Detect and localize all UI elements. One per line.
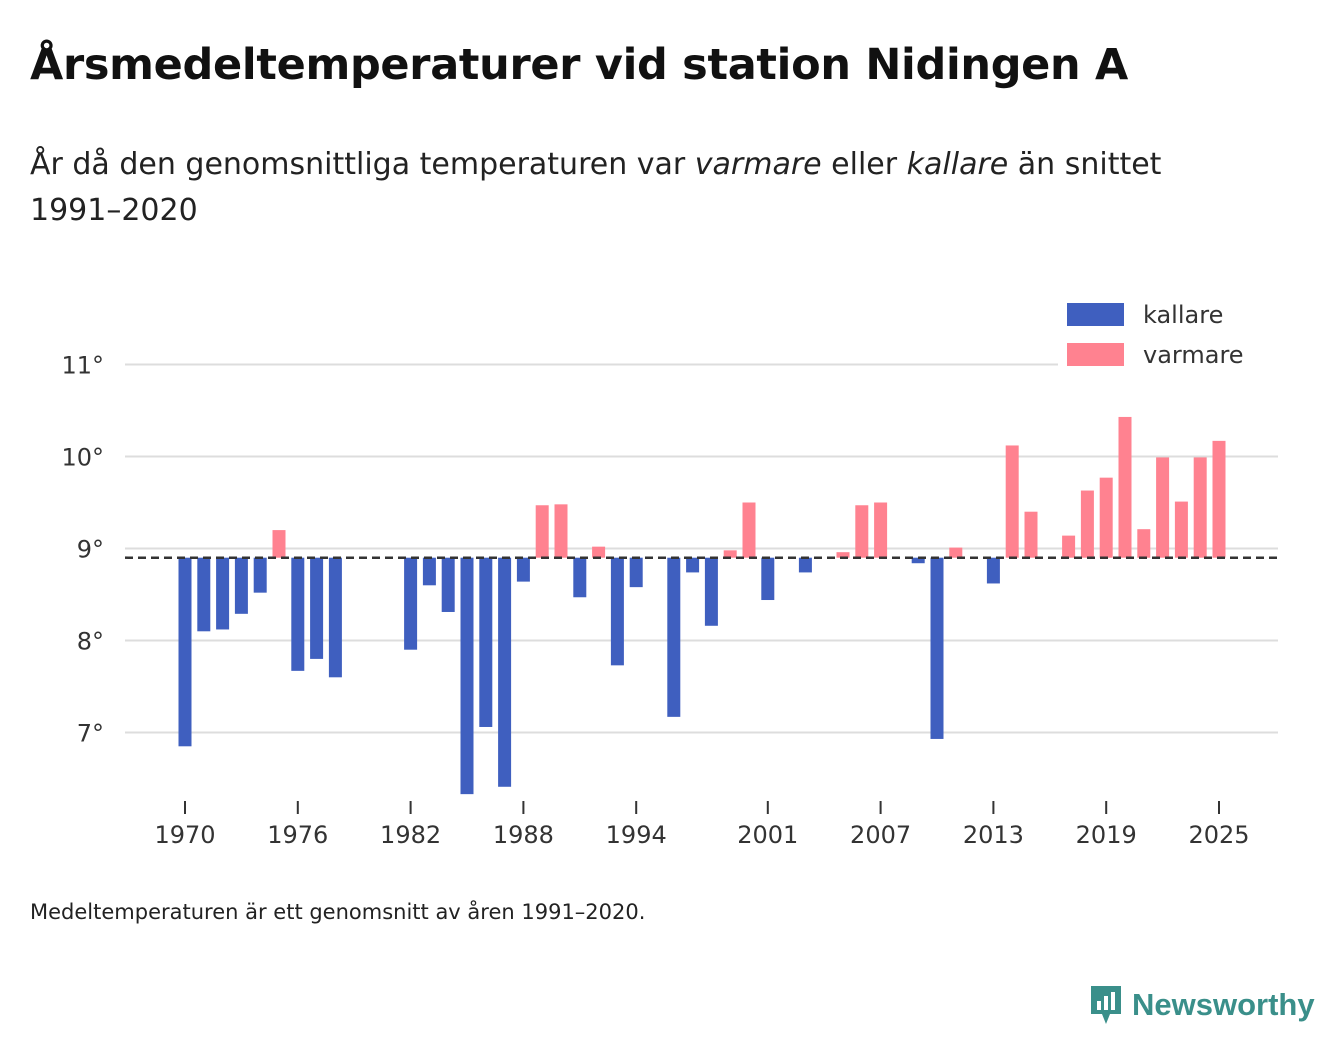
bar-kallare bbox=[328, 557, 342, 678]
bar-kallare bbox=[629, 557, 643, 588]
bar-varmare bbox=[1174, 501, 1188, 558]
bar-varmare bbox=[1005, 445, 1019, 558]
bar-varmare bbox=[855, 505, 869, 558]
bar-kallare bbox=[610, 557, 624, 666]
bar-varmare bbox=[836, 552, 850, 558]
bar-varmare bbox=[1156, 457, 1170, 558]
y-tick-label: 9° bbox=[77, 536, 104, 564]
x-tick-label: 1982 bbox=[380, 821, 441, 849]
bar-kallare bbox=[404, 557, 418, 650]
bar-kallare bbox=[479, 557, 493, 727]
bar-kallare bbox=[686, 557, 700, 573]
x-tick-label: 1988 bbox=[493, 821, 554, 849]
x-tick-label: 1994 bbox=[606, 821, 667, 849]
x-tick-label: 2025 bbox=[1188, 821, 1249, 849]
subtitle-emphasis-colder: kallare bbox=[906, 147, 1009, 182]
temperature-bar-chart: 7° 8° 9° 10° 11° 1970 1976 1982 1988 1994 2001 2007… bbox=[61, 292, 1280, 850]
bar-varmare bbox=[1099, 477, 1113, 558]
x-tick-label: 2001 bbox=[737, 821, 798, 849]
footnote: Medeltemperaturen är ett genomsnitt av å… bbox=[30, 900, 646, 924]
y-tick-label: 11° bbox=[61, 352, 104, 380]
bar-kallare bbox=[234, 557, 248, 614]
bar-varmare bbox=[1080, 490, 1094, 558]
chart-subtitle: År då den genomsnittliga temperaturen va… bbox=[30, 142, 1250, 234]
bar-varmare bbox=[742, 502, 756, 558]
legend-swatch-kallare bbox=[1067, 303, 1124, 326]
bar-kallare bbox=[761, 557, 775, 601]
bar-kallare bbox=[573, 557, 587, 598]
bar-varmare bbox=[874, 502, 888, 558]
legend: kallare varmare bbox=[1058, 292, 1280, 378]
bar-varmare bbox=[1212, 440, 1226, 558]
subtitle-text-3: än snittet 1991–2020 bbox=[30, 147, 1162, 228]
x-tick-label: 2019 bbox=[1076, 821, 1137, 849]
bar-kallare bbox=[291, 557, 305, 671]
bar-varmare bbox=[554, 504, 568, 558]
bar-varmare bbox=[723, 550, 737, 558]
bar-kallare bbox=[798, 557, 812, 573]
newsworthy-logo-text: Newsworthy bbox=[1132, 987, 1315, 1022]
bar-kallare bbox=[460, 557, 474, 795]
bar-kallare bbox=[310, 557, 324, 659]
bar-kallare bbox=[667, 557, 681, 717]
bar-varmare bbox=[1062, 535, 1076, 558]
bar-varmare bbox=[949, 547, 963, 558]
x-tick-label: 2013 bbox=[963, 821, 1024, 849]
subtitle-emphasis-warmer: varmare bbox=[694, 147, 822, 182]
axes: 7° 8° 9° 10° 11° 1970 1976 1982 1988 1994 2001 2007… bbox=[61, 352, 1249, 850]
y-tick-label: 10° bbox=[61, 444, 104, 472]
bar-varmare bbox=[1118, 416, 1132, 558]
x-tick-label: 1976 bbox=[267, 821, 328, 849]
x-tick-label: 1970 bbox=[154, 821, 215, 849]
y-tick-label: 7° bbox=[77, 720, 104, 748]
chart-title: Årsmedeltemperaturer vid station Nidinge… bbox=[30, 40, 1129, 90]
bar-kallare bbox=[441, 557, 455, 612]
bar-kallare bbox=[253, 557, 267, 593]
newsworthy-logo-icon bbox=[1091, 986, 1121, 1024]
bar-kallare bbox=[930, 557, 944, 739]
bar-kallare bbox=[986, 557, 1000, 584]
legend-swatch-varmare bbox=[1067, 343, 1124, 366]
bar-varmare bbox=[272, 530, 286, 558]
bar-varmare bbox=[1137, 529, 1151, 558]
subtitle-text-2: eller bbox=[821, 147, 907, 182]
bar-kallare bbox=[498, 557, 512, 787]
x-tick-label: 2007 bbox=[850, 821, 911, 849]
bar-kallare bbox=[197, 557, 211, 632]
bar-varmare bbox=[535, 505, 549, 558]
bar-varmare bbox=[592, 546, 606, 558]
newsworthy-logo[interactable]: Newsworthy bbox=[1088, 982, 1315, 1028]
bar-varmare bbox=[1193, 457, 1207, 558]
bar-kallare bbox=[911, 557, 925, 564]
legend-label-kallare: kallare bbox=[1143, 301, 1223, 329]
bar-kallare bbox=[216, 557, 230, 630]
subtitle-text-1: År då den genomsnittliga temperaturen va… bbox=[30, 147, 695, 182]
legend-label-varmare: varmare bbox=[1143, 341, 1244, 369]
bar-kallare bbox=[516, 557, 530, 582]
bar-varmare bbox=[1024, 511, 1038, 558]
bar-kallare bbox=[422, 557, 436, 586]
y-tick-label: 8° bbox=[77, 628, 104, 656]
grid-lines bbox=[125, 363, 1278, 734]
bars bbox=[178, 416, 1226, 795]
bar-kallare bbox=[178, 557, 192, 747]
bar-kallare bbox=[704, 557, 718, 626]
